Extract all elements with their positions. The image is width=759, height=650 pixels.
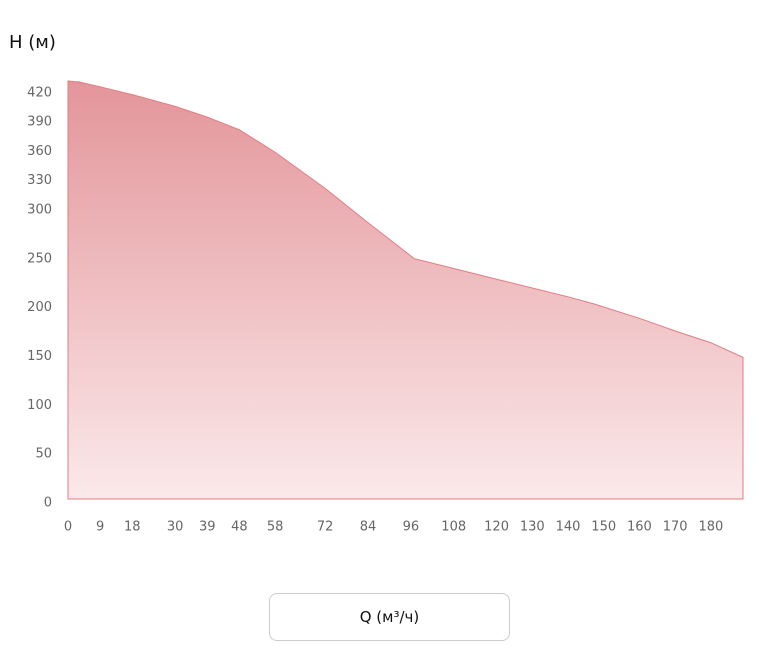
y-tick-label: 300 (27, 202, 52, 217)
x-tick-label: 9 (96, 520, 104, 535)
y-tick-label: 390 (27, 115, 52, 130)
y-tick-label: 330 (27, 173, 52, 188)
y-tick-label: 200 (27, 300, 52, 315)
x-tick-label: 0 (64, 520, 72, 535)
x-tick-label: 170 (663, 520, 688, 535)
x-tick-label: 18 (124, 520, 141, 535)
y-tick-label: 50 (35, 447, 52, 462)
x-tick-label: 30 (167, 520, 184, 535)
y-tick-label: 250 (27, 251, 52, 266)
x-tick-label: 72 (317, 520, 334, 535)
x-tick-label: 160 (627, 520, 652, 535)
x-tick-label: 130 (520, 520, 545, 535)
x-tick-label: 58 (267, 520, 284, 535)
x-tick-label: 84 (360, 520, 377, 535)
y-tick-label: 100 (27, 398, 52, 413)
x-tick-label: 180 (698, 520, 723, 535)
x-tick-label: 39 (199, 520, 216, 535)
x-tick-label: 108 (441, 520, 466, 535)
y-tick-label: 360 (27, 144, 52, 159)
x-tick-label: 48 (231, 520, 248, 535)
y-tick-label: 150 (27, 349, 52, 364)
x-tick-label: 120 (484, 520, 509, 535)
chart: 0 50 100 150 200 250 300 330 360 390 420 0 9 18 30 39 48… (27, 80, 744, 535)
area (67, 80, 744, 500)
chart-title: H (м) (9, 32, 56, 53)
y-tick-label: 420 (27, 85, 52, 100)
y-tick-label: 0 (44, 496, 52, 511)
x-tick-label: 150 (591, 520, 616, 535)
x-axis-button[interactable]: Q (м³/ч) (269, 593, 510, 641)
x-tick-label: 96 (403, 520, 420, 535)
x-tick-label: 140 (556, 520, 581, 535)
